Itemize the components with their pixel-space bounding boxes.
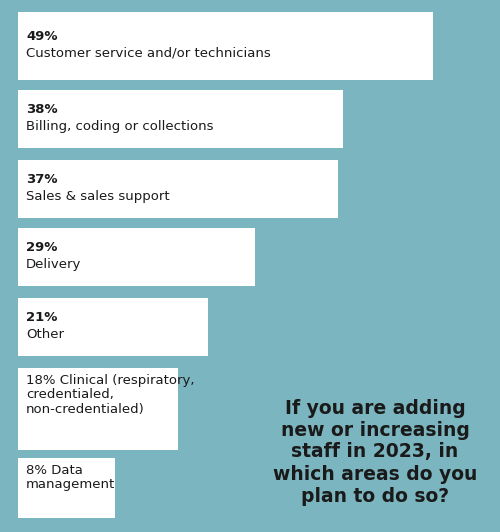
Text: Sales & sales support: Sales & sales support bbox=[26, 190, 170, 203]
Text: 18% Clinical (respiratory,: 18% Clinical (respiratory, bbox=[26, 374, 194, 387]
FancyBboxPatch shape bbox=[18, 298, 208, 356]
FancyBboxPatch shape bbox=[18, 12, 432, 80]
FancyBboxPatch shape bbox=[18, 160, 338, 218]
Text: credentialed,
non-credentialed): credentialed, non-credentialed) bbox=[26, 388, 145, 416]
Text: If you are adding
new or increasing
staff in 2023, in
which areas do you
plan to: If you are adding new or increasing staf… bbox=[273, 398, 477, 505]
Text: management: management bbox=[26, 478, 115, 491]
Text: Other: Other bbox=[26, 328, 64, 341]
FancyBboxPatch shape bbox=[18, 368, 178, 450]
Text: Billing, coding or collections: Billing, coding or collections bbox=[26, 120, 214, 133]
Text: 8% Data: 8% Data bbox=[26, 464, 83, 477]
Text: 21%: 21% bbox=[26, 311, 58, 324]
Text: 49%: 49% bbox=[26, 30, 58, 43]
Text: 38%: 38% bbox=[26, 103, 58, 116]
FancyBboxPatch shape bbox=[18, 90, 342, 148]
Text: Delivery: Delivery bbox=[26, 258, 82, 271]
FancyBboxPatch shape bbox=[18, 228, 255, 286]
Text: 37%: 37% bbox=[26, 173, 58, 186]
Text: Customer service and/or technicians: Customer service and/or technicians bbox=[26, 47, 271, 60]
FancyBboxPatch shape bbox=[18, 458, 115, 518]
Text: 29%: 29% bbox=[26, 241, 58, 254]
